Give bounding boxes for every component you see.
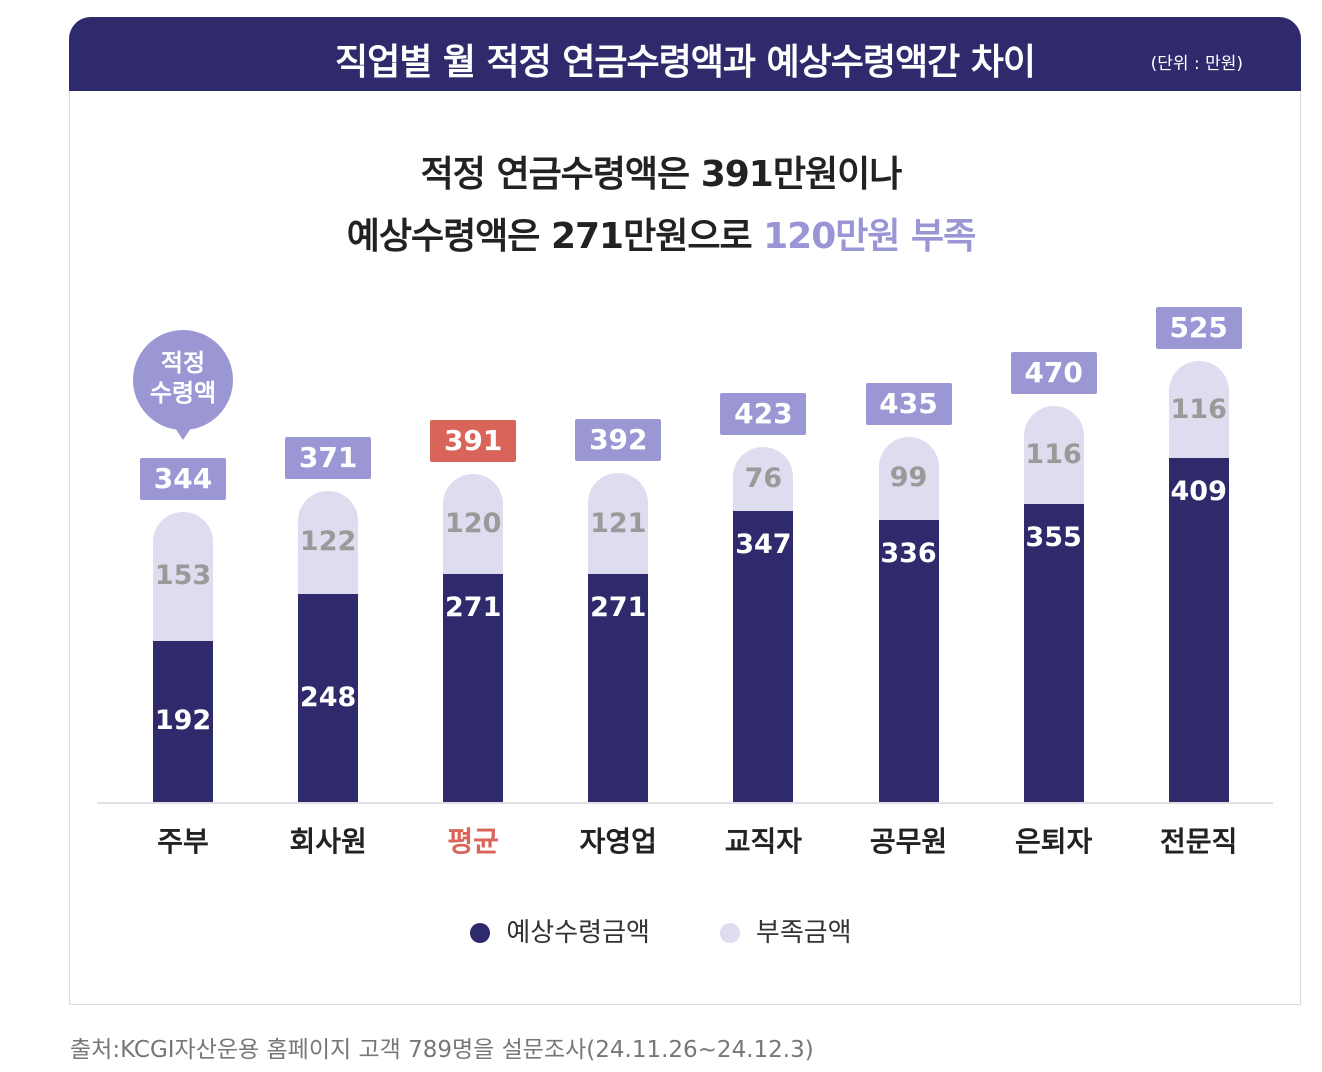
legend-item-expected: 예상수령금액	[470, 912, 650, 949]
bar-expected	[153, 640, 213, 802]
bar-shortfall	[588, 472, 649, 575]
data-label-expected: 347	[735, 528, 792, 560]
x-tick-label: 회사원	[289, 825, 367, 858]
x-tick-label: 주부	[157, 825, 209, 858]
x-axis-line	[97, 802, 1273, 804]
bar-expected	[298, 593, 359, 802]
total-label: 371	[285, 437, 372, 480]
data-label-shortfall: 116	[1025, 439, 1082, 471]
x-tick-label: 교직자	[724, 825, 803, 858]
bar-shortfall	[298, 491, 359, 594]
chart-title: 직업별 월 적정 연금수령액과 예상수령액간 차이	[334, 42, 1036, 83]
bar-expected	[1168, 458, 1229, 802]
unit-label: (단위 : 만원)	[1150, 54, 1243, 74]
x-tick-label: 은퇴자	[1014, 825, 1093, 858]
total-label: 470	[1010, 352, 1097, 395]
bubble-line2: 수령액	[149, 379, 217, 407]
bar-shortfall	[878, 436, 939, 520]
data-label-shortfall: 120	[445, 507, 502, 539]
x-tick-label: 자영업	[579, 825, 657, 858]
data-label-shortfall: 121	[590, 507, 647, 539]
bar-shortfall	[443, 473, 504, 575]
headline-highlight: 120만원 부족	[763, 216, 976, 257]
bar-shortfall	[1023, 406, 1084, 504]
bubble-callout: 적정 수령액	[133, 330, 233, 440]
data-label-shortfall: 153	[154, 560, 212, 592]
bar-expected	[1023, 503, 1084, 802]
data-label-expected: 409	[1170, 476, 1227, 508]
chart-header: 직업별 월 적정 연금수령액과 예상수령액간 차이 (단위 : 만원)	[69, 17, 1301, 91]
total-label: 391	[430, 419, 517, 462]
source-note: 출처:KCGI자산운용 홈페이지 고객 789명을 설문조사(24.11.26~…	[70, 1037, 814, 1063]
bubble-line1: 적정	[160, 349, 206, 377]
legend-item-shortfall: 부족금액	[719, 912, 852, 949]
legend-dot-icon	[470, 923, 491, 943]
total-label: 525	[1155, 307, 1242, 349]
headline-1: 적정 연금수령액은 391만원이나	[420, 154, 903, 195]
bar-expected	[733, 510, 794, 802]
legend-dot-icon	[719, 923, 740, 943]
data-label-expected: 271	[590, 592, 647, 624]
total-label: 344	[140, 458, 226, 501]
x-tick-label: 평균	[447, 825, 499, 858]
data-label-expected: 248	[299, 681, 357, 713]
data-label-expected: 336	[880, 537, 937, 569]
data-label-shortfall: 76	[744, 462, 783, 494]
bar-shortfall	[733, 446, 794, 511]
bar-shortfall	[153, 512, 213, 641]
bar-shortfall	[1168, 361, 1229, 459]
bar-expected	[588, 574, 649, 802]
legend: 예상수령금액 부족금액	[0, 912, 1322, 949]
headline-2: 예상수령액은 271만원으로 120만원 부족	[0, 207, 1322, 259]
bar-expected	[443, 574, 504, 802]
data-label-expected: 271	[445, 592, 502, 624]
total-label: 392	[575, 418, 662, 461]
x-tick-label: 공무원	[869, 825, 948, 858]
data-label-shortfall: 116	[1170, 393, 1227, 425]
data-label-shortfall: 122	[299, 526, 357, 558]
chart-card	[69, 17, 1301, 1005]
data-label-expected: 192	[154, 705, 212, 737]
legend-label: 부족금액	[755, 918, 852, 948]
legend-label: 예상수령금액	[506, 918, 650, 948]
data-label-shortfall: 99	[889, 462, 928, 494]
total-label: 435	[865, 382, 952, 425]
bar-expected	[878, 519, 939, 802]
data-label-expected: 355	[1025, 521, 1082, 553]
total-label: 423	[720, 392, 807, 435]
headline-2-prefix: 예상수령액은 271만원으로	[346, 216, 764, 257]
x-tick-label: 전문직	[1160, 825, 1238, 858]
